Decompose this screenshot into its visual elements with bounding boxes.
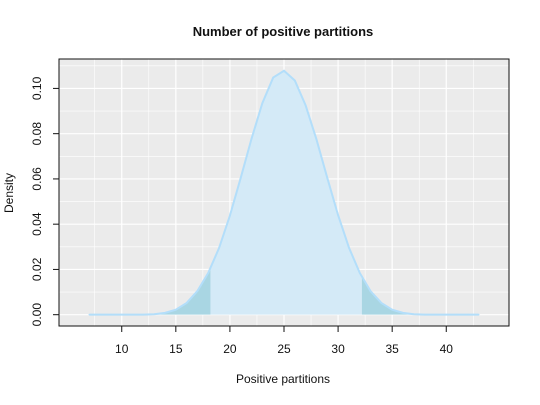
density-point xyxy=(131,313,134,316)
density-point xyxy=(380,302,383,304)
density-point xyxy=(391,308,393,311)
upper-tail-area xyxy=(361,276,479,315)
density-point xyxy=(456,313,458,316)
density-point xyxy=(207,272,210,274)
density-point xyxy=(413,313,415,316)
chart-title: Number of positive partitions xyxy=(193,24,374,39)
density-point xyxy=(423,313,426,316)
density-point xyxy=(402,312,404,314)
x-tick-label: 40 xyxy=(440,342,454,356)
density-point xyxy=(229,214,231,217)
y-axis-label: Density xyxy=(2,173,16,213)
y-tick-label: 0.06 xyxy=(30,167,44,191)
density-point xyxy=(326,176,329,179)
y-tick-label: 0.02 xyxy=(30,257,44,281)
density-point xyxy=(99,313,101,316)
density-point xyxy=(175,308,177,311)
x-axis-label: Positive partitions xyxy=(236,372,330,386)
x-tick-label: 25 xyxy=(277,342,291,356)
density-point xyxy=(272,76,274,79)
y-tick-label: 0.10 xyxy=(30,76,44,100)
density-point xyxy=(445,313,448,316)
center-area xyxy=(210,70,362,315)
density-point xyxy=(239,176,242,179)
density-point xyxy=(358,272,361,274)
density-point xyxy=(369,290,372,292)
density-marks xyxy=(88,69,480,316)
density-point xyxy=(142,313,145,316)
density-point xyxy=(467,313,469,316)
x-tick-label: 35 xyxy=(385,342,399,356)
density-point xyxy=(185,302,188,304)
x-tick-label: 30 xyxy=(331,342,345,356)
density-point xyxy=(337,214,339,216)
density-point xyxy=(434,313,437,316)
y-tick-label: 0.08 xyxy=(30,122,44,146)
density-point xyxy=(88,313,91,316)
density-point xyxy=(153,313,155,316)
density-point xyxy=(283,69,285,72)
density-point xyxy=(477,313,480,316)
y-tick-label: 0.00 xyxy=(30,303,44,327)
density-point xyxy=(120,313,123,316)
density-point xyxy=(110,313,112,316)
x-tick-label: 20 xyxy=(223,342,237,356)
x-axis: 10 15 20 25 30 35 40 xyxy=(115,325,454,356)
density-point xyxy=(164,312,166,314)
density-point xyxy=(218,247,220,249)
density-point xyxy=(304,104,307,107)
y-axis: 0.00 0.02 0.04 0.06 0.08 0.10 xyxy=(30,76,60,327)
y-tick-label: 0.04 xyxy=(30,212,44,236)
lower-tail-area xyxy=(89,267,211,315)
x-tick-label: 10 xyxy=(115,342,129,356)
density-point xyxy=(348,246,350,249)
density-point xyxy=(196,290,199,292)
x-tick-label: 15 xyxy=(169,342,183,356)
density-point xyxy=(261,102,264,104)
density-point xyxy=(294,79,296,82)
density-point xyxy=(250,137,253,140)
density-point xyxy=(315,138,318,141)
